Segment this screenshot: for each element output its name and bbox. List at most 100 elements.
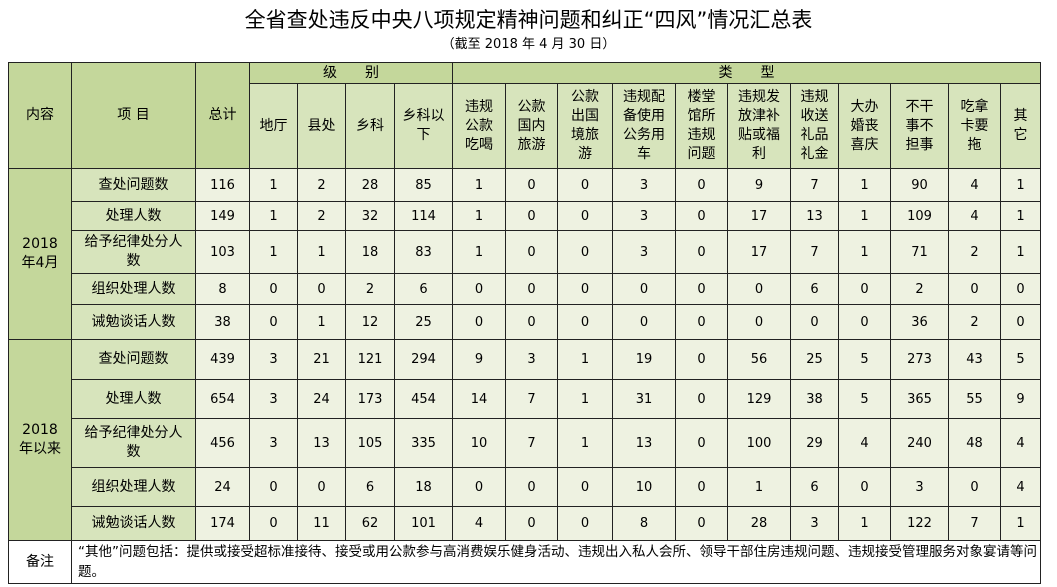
value-cell: 365	[890, 379, 949, 419]
value-cell: 13	[297, 418, 346, 468]
value-cell: 10	[612, 467, 676, 507]
value-cell: 9	[452, 339, 506, 380]
value-cell: 3	[249, 418, 298, 468]
value-cell: 32	[345, 201, 395, 231]
value-cell: 1	[557, 379, 613, 419]
period-label: 2018年4月	[8, 168, 72, 340]
value-cell: 1	[838, 506, 891, 541]
value-cell: 56	[727, 339, 791, 380]
row-item-label: 查处问题数	[71, 168, 196, 202]
value-cell: 55	[948, 379, 1001, 419]
value-cell: 122	[890, 506, 949, 541]
row-item-label: 处理人数	[71, 379, 196, 419]
value-cell: 8	[612, 506, 676, 541]
value-cell: 0	[297, 273, 346, 305]
value-cell: 21	[297, 339, 346, 380]
value-cell: 114	[394, 201, 453, 231]
header-type: 公款出国境旅游	[557, 83, 613, 169]
value-cell: 0	[838, 304, 891, 340]
table-row: 诫勉谈话人数 174 0 11 62 101 4 0 0 8 0 28 3 1 122 7 1	[9, 506, 1041, 541]
value-cell: 3	[249, 379, 298, 419]
table-row: 给予纪律处分人数 456 3 13 105 335 10 7 1 13 0 100 29 4 240 48 4	[9, 418, 1041, 468]
value-cell: 6	[345, 467, 395, 507]
value-cell: 38	[195, 304, 250, 340]
table-row: 处理人数 654 3 24 173 454 14 7 1 31 0 129 38 5 365 55 9	[9, 379, 1041, 419]
value-cell: 1	[249, 201, 298, 231]
value-cell: 38	[790, 379, 839, 419]
value-cell: 0	[505, 304, 558, 340]
value-cell: 0	[505, 230, 558, 274]
value-cell: 174	[195, 506, 250, 541]
value-cell: 17	[727, 230, 791, 274]
value-cell: 654	[195, 379, 250, 419]
value-cell: 0	[675, 418, 728, 468]
header-level: 地厅	[249, 83, 298, 169]
value-cell: 4	[1000, 418, 1041, 468]
value-cell: 1	[452, 168, 506, 202]
value-cell: 0	[675, 273, 728, 305]
value-cell: 4	[838, 418, 891, 468]
value-cell: 0	[249, 304, 298, 340]
value-cell: 6	[394, 273, 453, 305]
value-cell: 2	[948, 304, 1001, 340]
value-cell: 273	[890, 339, 949, 380]
value-cell: 0	[249, 506, 298, 541]
value-cell: 48	[948, 418, 1001, 468]
value-cell: 0	[505, 201, 558, 231]
value-cell: 4	[452, 506, 506, 541]
value-cell: 5	[1000, 339, 1041, 380]
row-item-label: 处理人数	[71, 201, 196, 231]
value-cell: 1	[452, 230, 506, 274]
value-cell: 7	[790, 168, 839, 202]
table-row: 组织处理人数 8 0 0 2 6 0 0 0 0 0 0 6 0 2 0 0	[9, 273, 1041, 305]
value-cell: 294	[394, 339, 453, 380]
value-cell: 1	[249, 168, 298, 202]
row-item-label: 组织处理人数	[71, 467, 196, 507]
table-row: 处理人数 149 1 2 32 114 1 0 0 3 0 17 13 1 109 4 1	[9, 201, 1041, 231]
value-cell: 101	[394, 506, 453, 541]
row-item-label: 组织处理人数	[71, 273, 196, 305]
value-cell: 1	[249, 230, 298, 274]
value-cell: 4	[948, 168, 1001, 202]
value-cell: 0	[675, 467, 728, 507]
value-cell: 83	[394, 230, 453, 274]
value-cell: 0	[727, 304, 791, 340]
value-cell: 173	[345, 379, 395, 419]
table-row: 组织处理人数 24 0 0 6 18 0 0 0 10 0 1 6 0 3 0 4	[9, 467, 1041, 507]
page-title: 全省查处违反中央八项规定精神问题和纠正“四风”情况汇总表	[244, 8, 813, 32]
value-cell: 9	[727, 168, 791, 202]
value-cell: 0	[675, 201, 728, 231]
header-level: 县处	[297, 83, 346, 169]
value-cell: 0	[557, 273, 613, 305]
value-cell: 5	[838, 379, 891, 419]
row-item-label: 给予纪律处分人数	[71, 230, 196, 274]
value-cell: 2	[948, 230, 1001, 274]
header-content: 内容	[8, 62, 72, 169]
header-type: 违规公款吃喝	[452, 83, 506, 169]
value-cell: 0	[948, 467, 1001, 507]
value-cell: 456	[195, 418, 250, 468]
value-cell: 0	[505, 273, 558, 305]
value-cell: 149	[195, 201, 250, 231]
value-cell: 3	[612, 230, 676, 274]
header-item: 项 目	[71, 62, 196, 169]
header-type-group: 类 型	[452, 62, 1041, 84]
value-cell: 2	[890, 273, 949, 305]
value-cell: 31	[612, 379, 676, 419]
value-cell: 24	[195, 467, 250, 507]
value-cell: 25	[790, 339, 839, 380]
value-cell: 6	[790, 273, 839, 305]
period-label: 2018年以来	[8, 339, 72, 541]
value-cell: 0	[838, 273, 891, 305]
value-cell: 14	[452, 379, 506, 419]
value-cell: 0	[297, 467, 346, 507]
value-cell: 7	[505, 418, 558, 468]
value-cell: 18	[394, 467, 453, 507]
value-cell: 7	[790, 230, 839, 274]
value-cell: 5	[838, 339, 891, 380]
value-cell: 6	[790, 467, 839, 507]
value-cell: 2	[297, 201, 346, 231]
value-cell: 0	[790, 304, 839, 340]
value-cell: 109	[890, 201, 949, 231]
value-cell: 0	[505, 506, 558, 541]
